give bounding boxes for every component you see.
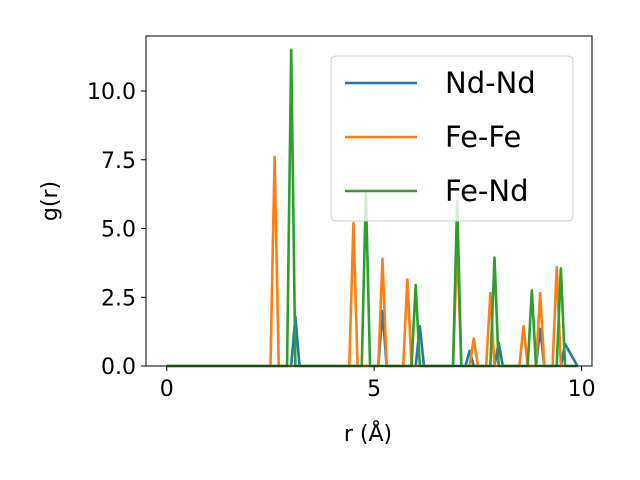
x-axis-label: r (Å) [344, 420, 392, 447]
y-tick-label: 10.0 [87, 80, 136, 105]
x-tick-label: 10 [568, 377, 596, 402]
x-tick-label: 0 [160, 377, 174, 402]
y-tick-label: 7.5 [101, 149, 136, 174]
legend-box [330, 55, 574, 222]
legend: Nd-Nd Fe-Fe Fe-Nd [330, 55, 574, 222]
y-tick-label: 5.0 [101, 218, 136, 243]
y-tick-label: 2.5 [101, 286, 136, 311]
y-tick-label: 0.0 [101, 355, 136, 380]
legend-label: Fe-Nd [445, 174, 529, 208]
y-axis-label: g(r) [38, 181, 63, 221]
legend-label: Nd-Nd [445, 66, 536, 100]
legend-label: Fe-Fe [445, 120, 521, 154]
axes-layer: 0 5 10 0.0 2.5 5.0 7.5 10.0 [87, 35, 596, 402]
axes-frame [145, 35, 593, 367]
x-tick-label: 5 [367, 377, 381, 402]
